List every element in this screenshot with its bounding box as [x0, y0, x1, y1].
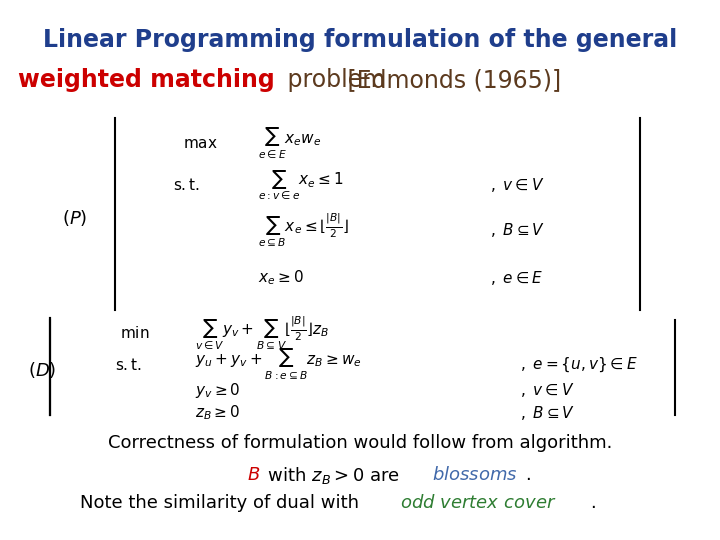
- Text: $y_u + y_v + \sum_{B:e\subseteq B} z_B \geq w_e$: $y_u + y_v + \sum_{B:e\subseteq B} z_B \…: [195, 348, 362, 382]
- Text: .: .: [525, 466, 531, 484]
- Text: [Edmonds (1965)]: [Edmonds (1965)]: [340, 68, 561, 92]
- Text: $,\ B \subseteq V$: $,\ B \subseteq V$: [490, 221, 545, 239]
- Text: $,\ B \subseteq V$: $,\ B \subseteq V$: [520, 404, 575, 422]
- Text: $\mathit{blossoms}$: $\mathit{blossoms}$: [432, 466, 518, 484]
- Text: $\sum_{v\in V} y_v + \sum_{B\subseteq V} \lfloor\frac{|B|}{2}\rfloor z_B$: $\sum_{v\in V} y_v + \sum_{B\subseteq V}…: [195, 315, 329, 352]
- Text: $\sum_{e:v\in e} x_e \leq 1$: $\sum_{e:v\in e} x_e \leq 1$: [258, 168, 343, 201]
- Text: $,\ e \in E$: $,\ e \in E$: [490, 269, 543, 287]
- Text: $,\ e=\{u,v\}\in E$: $,\ e=\{u,v\}\in E$: [520, 356, 638, 374]
- Text: $x_e \geq 0$: $x_e \geq 0$: [258, 268, 304, 287]
- Text: problem: problem: [280, 68, 385, 92]
- Text: $,\ v \in V$: $,\ v \in V$: [490, 176, 544, 194]
- Text: $\sum_{e\subseteq B} x_e \leq \lfloor\frac{|B|}{2}\rfloor$: $\sum_{e\subseteq B} x_e \leq \lfloor\fr…: [258, 211, 348, 248]
- Text: $y_v \geq 0$: $y_v \geq 0$: [195, 381, 240, 400]
- Text: $\mathrm{max}$: $\mathrm{max}$: [183, 136, 217, 151]
- Text: Linear Programming formulation of the general: Linear Programming formulation of the ge…: [43, 28, 677, 52]
- Text: $\mathit{odd\ vertex\ cover}$: $\mathit{odd\ vertex\ cover}$: [400, 494, 557, 512]
- Text: $\mathrm{s.t.}$: $\mathrm{s.t.}$: [115, 357, 142, 373]
- Text: $\mathrm{min}$: $\mathrm{min}$: [120, 325, 150, 341]
- Text: $\sum_{e\in E} x_e w_e$: $\sum_{e\in E} x_e w_e$: [258, 126, 321, 160]
- Text: $B$: $B$: [247, 466, 260, 484]
- Text: $(D)$: $(D)$: [28, 360, 56, 380]
- Text: with $z_B > 0$ are: with $z_B > 0$ are: [262, 464, 401, 485]
- Text: $(P)$: $(P)$: [63, 208, 88, 228]
- Text: .: .: [590, 494, 595, 512]
- Text: Correctness of formulation would follow from algorithm.: Correctness of formulation would follow …: [108, 434, 612, 452]
- Text: $,\ v \in V$: $,\ v \in V$: [520, 381, 575, 399]
- Text: weighted matching: weighted matching: [18, 68, 275, 92]
- Text: $z_B \geq 0$: $z_B \geq 0$: [195, 404, 240, 422]
- Text: $\mathrm{s.t.}$: $\mathrm{s.t.}$: [173, 177, 200, 193]
- Text: Note the similarity of dual with: Note the similarity of dual with: [80, 494, 365, 512]
